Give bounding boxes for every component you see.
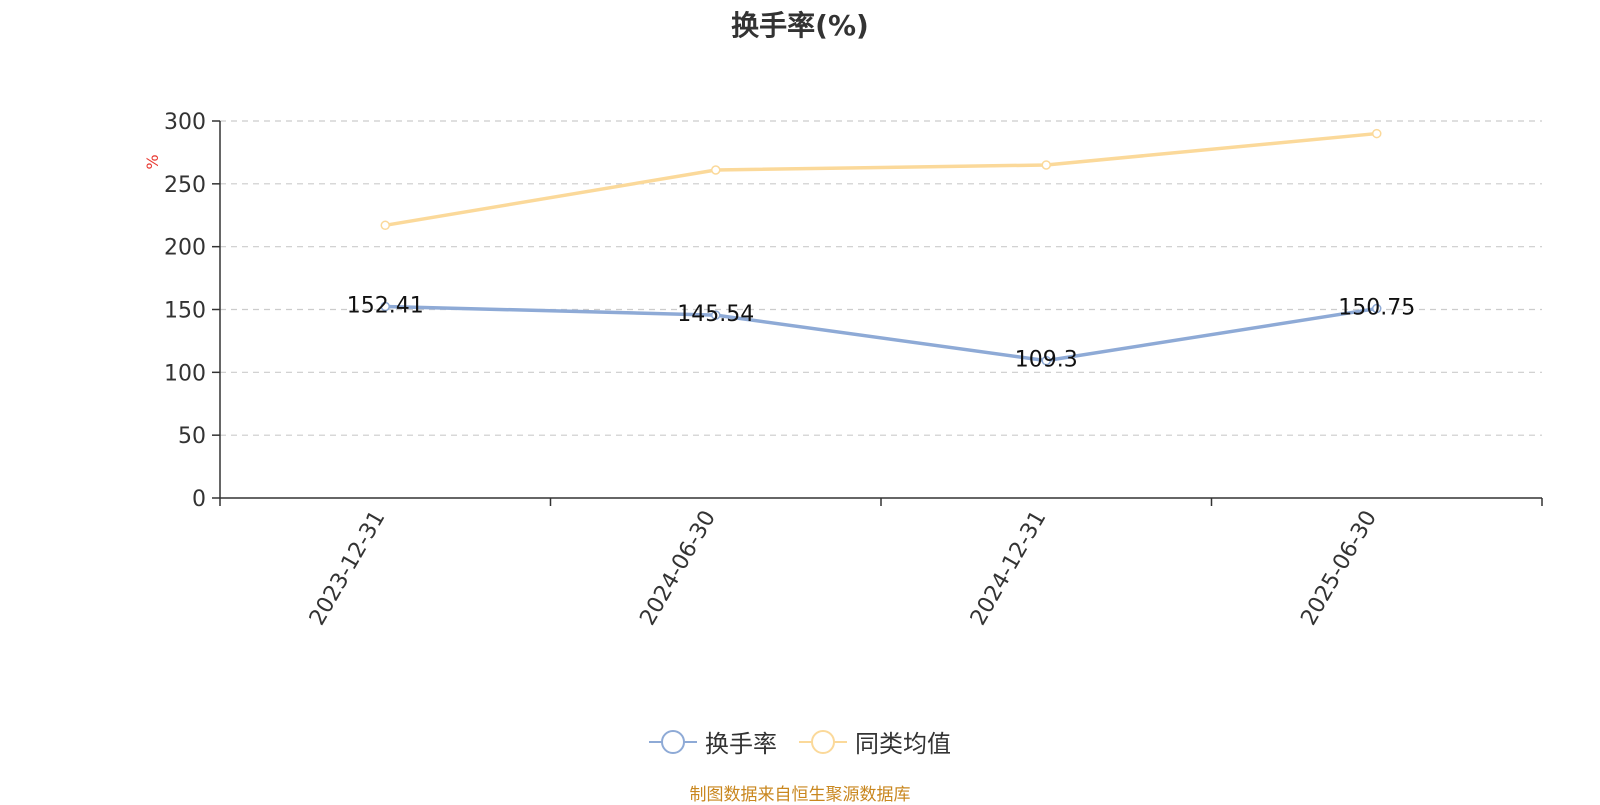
legend-turnover-icon (649, 729, 697, 754)
legend-item-peer-average[interactable]: 同类均值 (799, 724, 951, 759)
legend-turnover-label: 换手率 (705, 730, 777, 758)
legend-peer-average-icon (799, 729, 847, 754)
legend: 换手率 同类均值 (0, 724, 1600, 759)
data-point[interactable] (711, 310, 721, 320)
y-tick-label: 100 (164, 361, 206, 386)
legend-item-turnover[interactable]: 换手率 (649, 724, 777, 759)
y-tick-label: 0 (192, 487, 206, 512)
axes: 0 50 100 150 200 250 300 2023-12-31 2024-06-30 20… (164, 110, 1543, 630)
series-line-0 (385, 304, 1378, 363)
x-tick-label: 2023-12-31 (305, 507, 391, 630)
legend-peer-average-label: 同类均值 (855, 730, 951, 758)
data-labels: 152.41 145.54 109.3 150.75 (347, 293, 1415, 372)
data-label: 150.75 (1338, 296, 1415, 321)
data-label: 145.54 (677, 302, 754, 327)
data-point[interactable] (1372, 128, 1382, 139)
source-note: 制图数据来自恒生聚源数据库 (689, 785, 911, 805)
data-label: 152.41 (347, 293, 424, 318)
data-point[interactable] (380, 301, 390, 312)
x-tick-label: 2025-06-30 (1296, 507, 1382, 630)
y-tick-label: 150 (164, 299, 206, 324)
y-tick-label: 300 (164, 110, 206, 135)
x-tick-label: 2024-12-31 (966, 507, 1052, 630)
data-point[interactable] (1041, 160, 1051, 170)
chart-title: 换手率(%) (731, 9, 869, 42)
data-label: 109.3 (1015, 348, 1078, 373)
data-point[interactable] (380, 220, 390, 231)
y-axis-label: % (143, 154, 162, 169)
series-line-1 (384, 131, 1377, 228)
series (380, 128, 1382, 366)
data-point[interactable] (1041, 355, 1051, 366)
data-point[interactable] (1372, 303, 1382, 314)
x-tick-label: 2024-06-30 (635, 507, 721, 630)
data-point[interactable] (711, 165, 721, 175)
y-tick-label: 250 (164, 173, 206, 198)
y-tick-label: 200 (164, 236, 206, 261)
y-tick-label: 50 (178, 424, 206, 449)
